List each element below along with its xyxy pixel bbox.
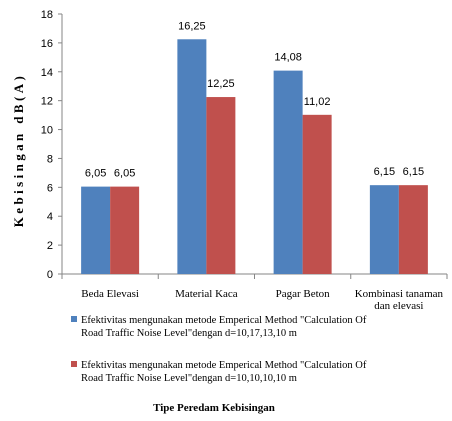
data-label: 12,25 (207, 78, 235, 90)
x-tick-label: Kombinasi tanaman dan elevasi (355, 288, 444, 312)
bar (81, 186, 111, 274)
y-tick-label: 18 (41, 9, 53, 21)
data-label: 6,05 (85, 168, 106, 180)
y-tick-label: 10 (41, 125, 53, 137)
bar (206, 97, 236, 274)
x-tick-label: Pagar Beton (276, 288, 331, 300)
x-tick-label-line: dan elevasi (374, 300, 423, 312)
y-tick-label: 16 (41, 38, 53, 50)
legend-entry-line: Road Traffic Noise Level"dengan d=10,10,… (81, 373, 297, 384)
x-tick-label: Beda Elevasi (81, 288, 139, 300)
y-tick-label: 14 (41, 67, 53, 79)
x-tick-label: Material Kaca (175, 288, 238, 300)
data-label: 16,25 (178, 20, 206, 32)
data-label: 6,15 (374, 166, 395, 178)
bar (398, 185, 428, 274)
bar (110, 186, 140, 274)
y-tick-label: 8 (47, 153, 53, 165)
bar (302, 114, 332, 274)
legend-entry: Efektivitas mengunakan metode Emperical … (81, 315, 367, 339)
y-tick-label: 6 (47, 182, 53, 194)
y-tick-label: 0 (47, 269, 53, 281)
y-tick-label: 4 (47, 211, 53, 223)
y-axis-label: Kebisingan dB(A) (11, 73, 26, 227)
bar (369, 185, 399, 274)
x-tick-label-line: Material Kaca (175, 288, 238, 300)
x-axis-label: Tipe Peredam Kebisingan (153, 402, 275, 414)
x-tick-label-line: Kombinasi tanaman (355, 288, 444, 300)
legend-entry-line: Efektivitas mengunakan metode Emperical … (81, 315, 367, 326)
bars: 6,05 6,05 16,25 12,25 14,08 11,02 6,15 6,15 (81, 20, 428, 275)
legend-entry-line: Road Traffic Noise Level"dengan d=10,17,… (81, 328, 297, 339)
x-tick-label-line: Beda Elevasi (81, 288, 139, 300)
legend-entry: Efektivitas mengunakan metode Emperical … (81, 360, 367, 384)
bar (177, 39, 207, 275)
y-tick-label: 12 (41, 96, 53, 108)
data-label: 11,02 (304, 96, 331, 108)
bar (273, 70, 303, 274)
data-label: 6,05 (114, 168, 135, 180)
axes: 0 2 4 6 8 10 12 14 16 18 Beda Elevasi Material Kaca… (41, 9, 448, 312)
y-tick-label: 2 (47, 240, 53, 252)
data-label: 14,08 (274, 52, 302, 64)
legend-entry-line: Efektivitas mengunakan metode Emperical … (81, 360, 367, 371)
legend-swatch (71, 361, 77, 367)
data-label: 6,15 (403, 166, 424, 178)
x-tick-label-line: Pagar Beton (276, 288, 331, 300)
legend-swatch (71, 316, 77, 322)
legend: Efektivitas mengunakan metode Emperical … (71, 315, 367, 384)
